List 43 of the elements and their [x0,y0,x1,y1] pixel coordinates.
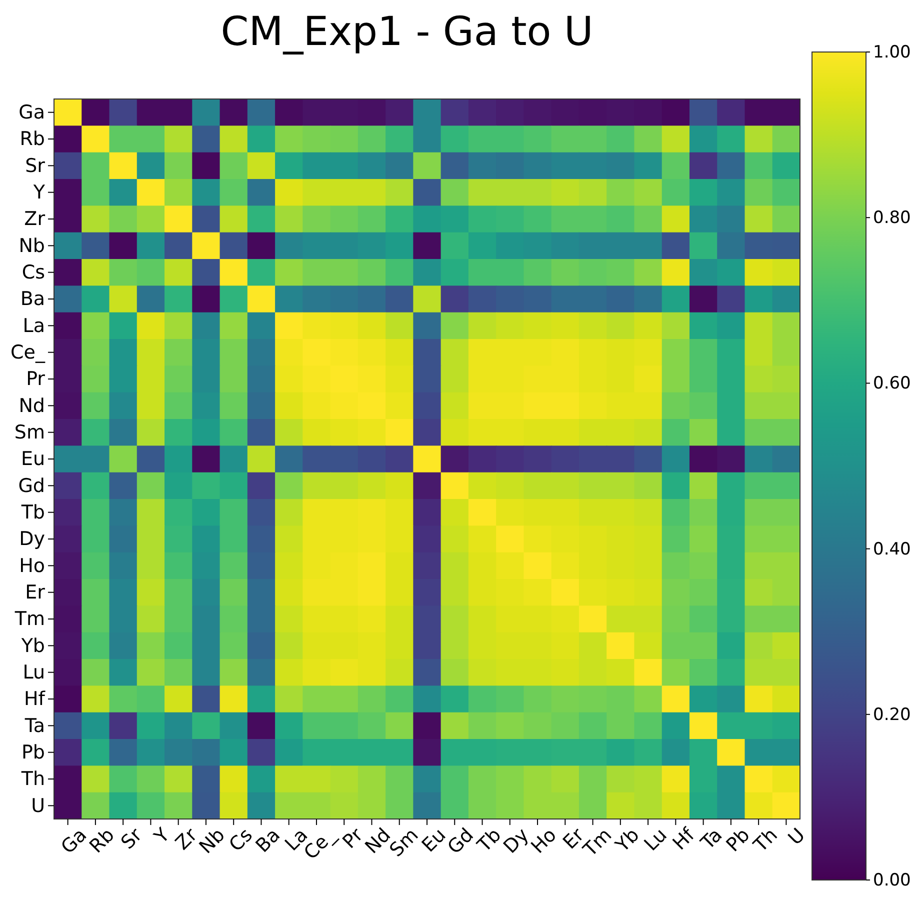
y-tick-label: Dy [19,528,45,550]
x-tick-label: Ba [252,824,285,858]
y-tick-label: Sr [25,154,46,177]
color-bar-label: 0.80 [873,208,911,228]
chart-title: CM_Exp1 - Ga to U [220,9,594,55]
y-tick-label: Nd [18,394,45,417]
x-tick-label: Th [748,824,782,858]
y-tick-label: Pr [26,368,46,390]
x-tick-label: Y [150,824,174,849]
x-tick-label: Rb [85,824,119,858]
y-tick-label: Y [32,181,46,204]
color-bar-label: 0.00 [873,870,911,890]
y-tick-label: Lu [22,661,45,684]
y-tick-label: Tb [20,501,45,524]
y-tick-label: La [22,314,45,337]
x-tick-label: Sr [116,824,147,854]
y-tick-label: Tm [14,608,45,630]
y-tick-label: Sm [14,421,45,444]
y-tick-label: U [31,794,45,817]
y-tick-label: Th [20,768,45,790]
color-bar-label: 1.00 [873,42,911,62]
y-tick-label: Ho [19,554,45,577]
color-bar-label: 0.40 [873,539,911,560]
y-tick-label: Ce_ [10,341,46,364]
y-tick-label: Ba [20,288,45,310]
x-tick-label: U [784,824,810,850]
color-bar-label: 0.60 [873,374,911,394]
y-tick-label: Ga [18,101,45,124]
color-bar-label: 0.20 [873,704,911,725]
y-tick-label: Pb [21,741,45,764]
y-tick-label: Nb [18,234,45,257]
x-tick-label: Nb [195,824,230,858]
y-tick-label: Hf [24,688,46,710]
y-tick-label: Zr [24,208,46,230]
x-tick-label: Eu [418,824,450,857]
y-tick-label: Rb [20,128,45,150]
y-tick-label: Eu [20,448,45,470]
y-tick-label: Er [25,581,46,604]
y-tick-label: Gd [18,474,45,497]
x-tick-label: Ho [526,824,561,858]
y-tick-label: Yb [20,634,45,657]
y-tick-label: Cs [22,261,45,284]
y-tick-label: Ta [24,714,45,737]
